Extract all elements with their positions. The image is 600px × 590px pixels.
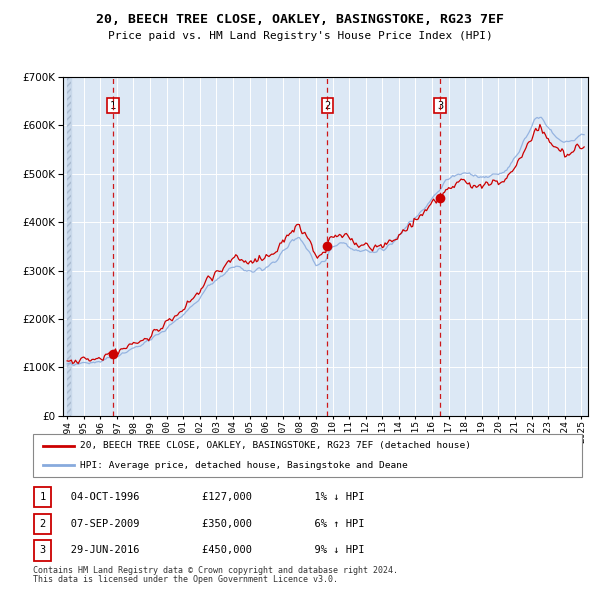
FancyBboxPatch shape <box>34 540 51 560</box>
FancyBboxPatch shape <box>33 434 582 477</box>
Text: 04-OCT-1996          £127,000          1% ↓ HPI: 04-OCT-1996 £127,000 1% ↓ HPI <box>52 493 365 502</box>
Text: 07-SEP-2009          £350,000          6% ↑ HPI: 07-SEP-2009 £350,000 6% ↑ HPI <box>52 519 365 529</box>
Text: HPI: Average price, detached house, Basingstoke and Deane: HPI: Average price, detached house, Basi… <box>80 461 407 470</box>
Text: 29-JUN-2016          £450,000          9% ↓ HPI: 29-JUN-2016 £450,000 9% ↓ HPI <box>52 546 365 555</box>
Text: 2: 2 <box>324 100 331 110</box>
FancyBboxPatch shape <box>34 487 51 507</box>
Text: 1: 1 <box>40 493 46 502</box>
Text: 3: 3 <box>40 546 46 555</box>
Text: Price paid vs. HM Land Registry's House Price Index (HPI): Price paid vs. HM Land Registry's House … <box>107 31 493 41</box>
Text: 20, BEECH TREE CLOSE, OAKLEY, BASINGSTOKE, RG23 7EF (detached house): 20, BEECH TREE CLOSE, OAKLEY, BASINGSTOK… <box>80 441 470 450</box>
Text: 1: 1 <box>110 100 116 110</box>
Text: Contains HM Land Registry data © Crown copyright and database right 2024.: Contains HM Land Registry data © Crown c… <box>33 566 398 575</box>
Text: 3: 3 <box>437 100 443 110</box>
Text: This data is licensed under the Open Government Licence v3.0.: This data is licensed under the Open Gov… <box>33 575 338 584</box>
Text: 20, BEECH TREE CLOSE, OAKLEY, BASINGSTOKE, RG23 7EF: 20, BEECH TREE CLOSE, OAKLEY, BASINGSTOK… <box>96 13 504 26</box>
Text: 2: 2 <box>40 519 46 529</box>
FancyBboxPatch shape <box>34 514 51 534</box>
